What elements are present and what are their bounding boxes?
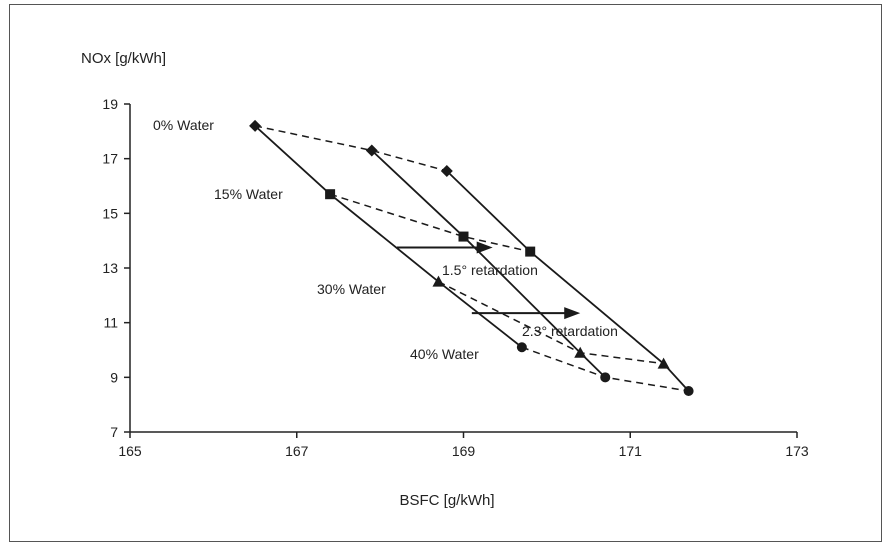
square-marker [458, 231, 469, 242]
label-0-water: 0% Water [153, 117, 214, 133]
diamond-marker [365, 144, 378, 157]
x-ticks: 165 167 169 171 173 [118, 432, 809, 459]
square-marker [325, 189, 336, 200]
x-axis-title: BSFC [g/kWh] [399, 492, 494, 509]
chart-frame: NOx [g/kWh] BSFC [g/kWh] 7 9 11 13 15 17 19 16… [9, 4, 882, 542]
y-ticks: 7 9 11 13 15 17 19 [102, 96, 130, 440]
data-markers [249, 119, 694, 396]
x-tick-label: 169 [452, 443, 476, 459]
label-40-water: 40% Water [410, 346, 479, 362]
circle-marker [683, 386, 694, 396]
timing-line-2.3 [446, 170, 690, 392]
circle-marker [516, 342, 527, 353]
circle-marker [600, 372, 611, 383]
y-axis-title: NOx [g/kWh] [81, 50, 166, 67]
diamond-marker [249, 119, 262, 132]
nox-bsfc-chart: NOx [g/kWh] BSFC [g/kWh] 7 9 11 13 15 17 19 16… [81, 50, 809, 509]
label-1.5-retardation: 1.5° retardation [442, 262, 538, 278]
arrow-head-1 [564, 307, 581, 320]
y-tick-label: 15 [102, 205, 118, 221]
water-line-0 [254, 125, 448, 172]
timing-line-1.5 [371, 149, 606, 378]
y-tick-label: 9 [110, 369, 118, 385]
x-tick-label: 171 [619, 443, 643, 459]
y-tick-label: 13 [102, 260, 118, 276]
y-tick-label: 11 [103, 315, 118, 331]
y-tick-label: 7 [110, 424, 118, 440]
water-line-3 [521, 346, 689, 392]
y-tick-label: 17 [102, 151, 118, 167]
water-line-1 [329, 193, 531, 253]
arrow-head-0 [476, 241, 493, 254]
timing-line-0 [254, 125, 523, 348]
triangle-marker [657, 357, 670, 369]
square-marker [525, 246, 536, 257]
triangle-marker [574, 346, 587, 358]
label-15-water: 15% Water [214, 186, 283, 202]
x-tick-label: 167 [285, 443, 309, 459]
y-tick-label: 19 [102, 96, 118, 112]
label-30-water: 30% Water [317, 281, 386, 297]
triangle-marker [432, 275, 445, 287]
x-tick-label: 173 [785, 443, 809, 459]
x-tick-label: 165 [118, 443, 142, 459]
diamond-marker [440, 164, 453, 177]
label-2.3-retardation: 2.3° retardation [522, 323, 618, 339]
retardation-arrows [396, 241, 581, 320]
timing-lines [254, 125, 690, 392]
